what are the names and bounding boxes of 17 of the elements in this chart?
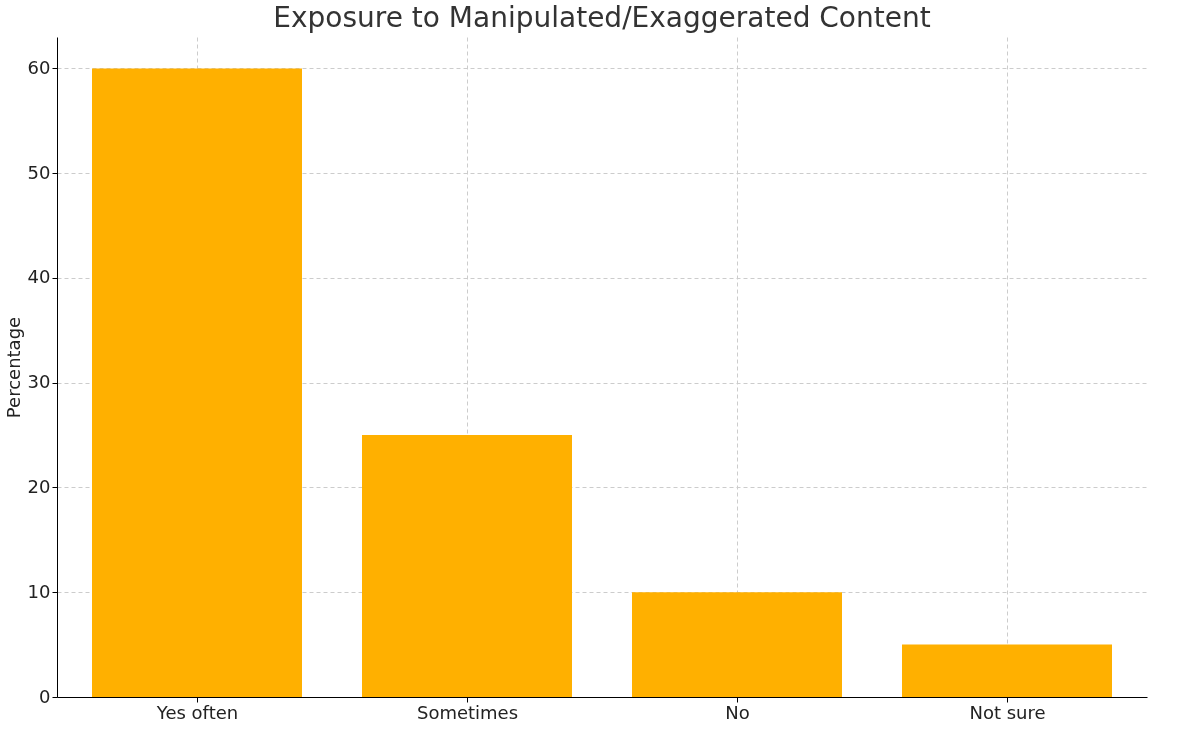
x-tick-label: Yes often (155, 701, 239, 723)
x-tick-label: Sometimes (416, 701, 519, 723)
x-tick-label: No (725, 701, 750, 723)
y-tick-label: 20 (27, 475, 51, 497)
y-tick-label: 60 (27, 56, 51, 78)
x-tick-label: Not sure (969, 701, 1046, 723)
bar (632, 592, 842, 697)
bar (902, 644, 1112, 697)
y-tick-label: 0 (39, 685, 51, 707)
bar (92, 68, 302, 697)
y-tick-label: 30 (27, 371, 51, 393)
y-tick-label: 50 (27, 161, 51, 183)
y-axis-title: Percentage (2, 316, 24, 419)
bar (362, 435, 572, 697)
y-tick-label: 40 (27, 266, 51, 288)
chart-title: Exposure to Manipulated/Exaggerated Content (273, 1, 931, 34)
y-tick-label: 10 (27, 580, 51, 602)
